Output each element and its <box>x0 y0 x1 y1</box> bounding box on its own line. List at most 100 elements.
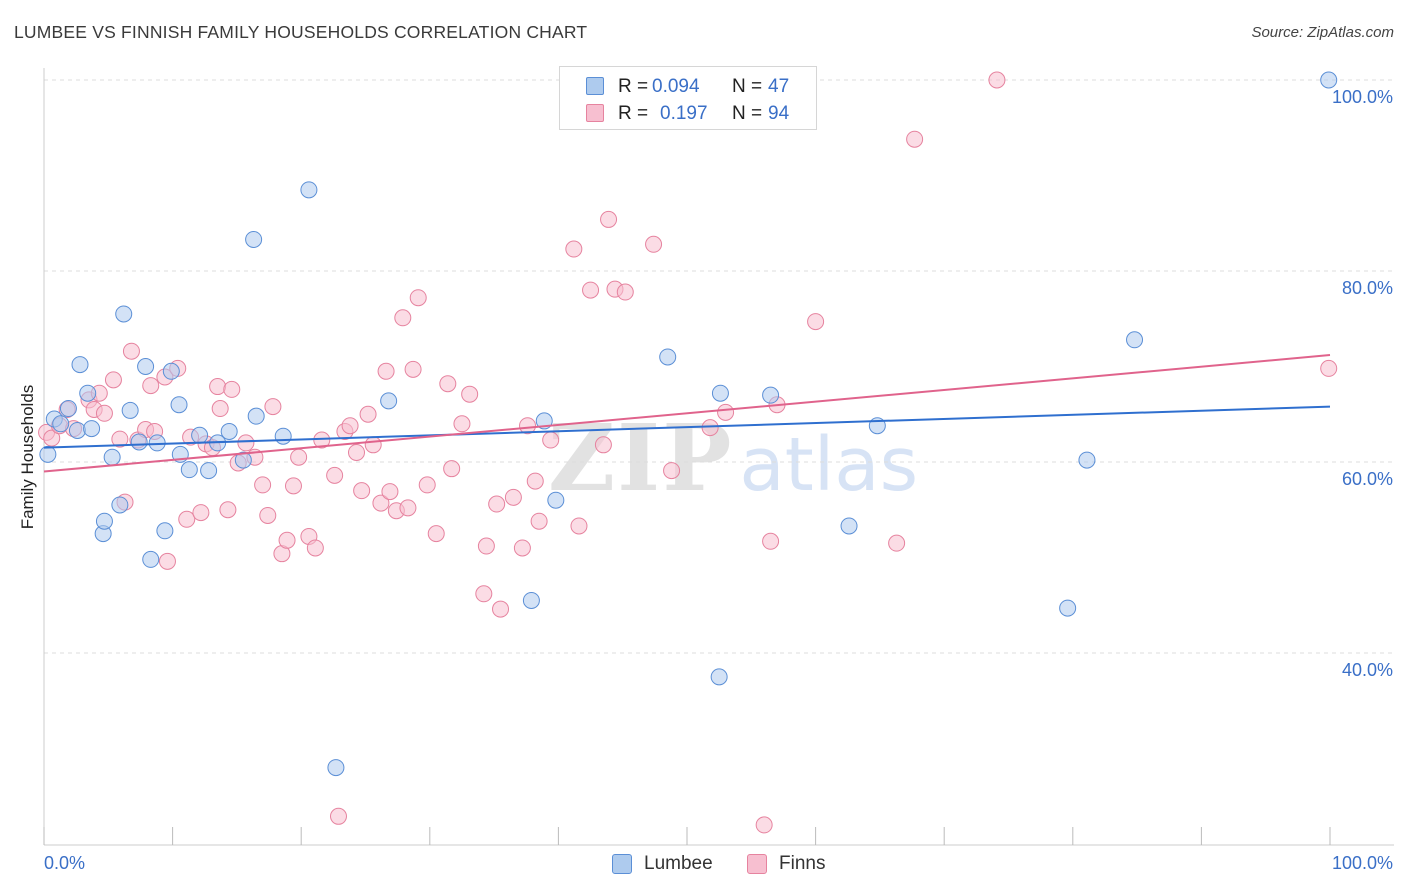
finns-point <box>264 398 282 416</box>
finns-point <box>475 585 493 603</box>
lumbee-point <box>711 384 729 402</box>
series-legend: Lumbee Finns <box>0 852 1406 876</box>
legend-r-value: 0.094 <box>652 76 700 97</box>
finns-point <box>453 415 471 433</box>
finns-point <box>755 816 773 834</box>
lumbee-point <box>191 426 209 444</box>
lumbee-point <box>659 348 677 366</box>
finns-point <box>211 400 229 418</box>
y-tick-label: 100.0% <box>1332 87 1393 107</box>
legend-r-label: R = <box>618 103 649 124</box>
finns-point <box>807 313 825 331</box>
finns-point <box>341 417 359 435</box>
lumbee-point <box>762 386 780 404</box>
chart-title: LUMBEE VS FINNISH FAMILY HOUSEHOLDS CORR… <box>14 22 588 42</box>
lumbee-point <box>170 396 188 414</box>
finns-point <box>381 483 399 501</box>
lumbee-point <box>547 491 565 509</box>
finns-swatch <box>747 854 767 874</box>
legend-n-value: 47 <box>768 76 790 97</box>
finns-point <box>353 482 371 500</box>
finns-point <box>717 403 735 421</box>
finns-point <box>616 283 634 301</box>
finns-point <box>492 600 510 618</box>
lumbee-point <box>71 356 89 374</box>
finns-point <box>95 404 113 422</box>
y-tick-label: 80.0% <box>1342 278 1393 298</box>
correlation-legend: R = 0.094 N = 47 R = 0.197 N = 94 <box>559 66 817 130</box>
finns-point <box>306 539 324 557</box>
lumbee-point <box>220 422 238 440</box>
lumbee-point <box>68 421 86 439</box>
legend-r-label: R = <box>618 76 649 97</box>
finns-point <box>122 342 140 360</box>
finns-point <box>372 494 390 512</box>
lumbee-point <box>95 512 113 530</box>
finns-point <box>988 71 1006 89</box>
lumbee-point <box>1059 599 1077 617</box>
finns-point <box>377 362 395 380</box>
finns-point <box>888 534 906 552</box>
finns-point <box>542 431 560 449</box>
finns-point <box>142 377 160 395</box>
legend-label-lumbee: Lumbee <box>644 853 713 874</box>
finns-point <box>364 436 382 454</box>
lumbee-point <box>274 427 292 445</box>
lumbee-point <box>52 415 70 433</box>
finns-point <box>461 385 479 403</box>
legend-n-label: N = <box>732 76 763 97</box>
lumbee-point <box>180 461 198 479</box>
finns-point <box>504 488 522 506</box>
finns-point <box>329 807 347 825</box>
finns-point <box>570 517 588 535</box>
finns-point <box>488 495 506 513</box>
lumbee-point <box>156 522 174 540</box>
finns-point <box>104 371 122 389</box>
finns-point <box>192 504 210 522</box>
finns-point <box>399 499 417 517</box>
finns-point <box>530 512 548 530</box>
finns-point <box>178 510 196 528</box>
legend-r-value: 0.197 <box>660 103 708 124</box>
finns-point <box>326 466 344 484</box>
lumbee-point <box>327 759 345 777</box>
lumbee-swatch <box>612 854 632 874</box>
finns-point <box>254 476 272 494</box>
lumbee-point <box>840 517 858 535</box>
finns-point <box>645 235 663 253</box>
finns-point <box>418 476 436 494</box>
finns-point <box>427 525 445 543</box>
finns-point <box>111 430 129 448</box>
legend-n-value: 94 <box>768 103 790 124</box>
lumbee-point <box>300 181 318 199</box>
finns-point <box>477 537 495 555</box>
lumbee-point <box>111 496 129 514</box>
finns-point <box>443 460 461 478</box>
finns-point <box>404 360 422 378</box>
lumbee-point <box>59 400 77 418</box>
finns-point <box>600 210 618 228</box>
finns-point <box>1320 359 1338 377</box>
finns-point <box>290 448 308 466</box>
lumbee-point <box>79 384 97 402</box>
finns-point <box>284 477 302 495</box>
finns-point <box>223 380 241 398</box>
lumbee-point <box>247 407 265 425</box>
lumbee-point <box>234 451 252 469</box>
lumbee-point <box>130 433 148 451</box>
legend-n-label: N = <box>732 103 763 124</box>
finns-point <box>209 378 227 396</box>
lumbee-point <box>522 591 540 609</box>
finns-point <box>526 472 544 490</box>
y-tick-label: 40.0% <box>1342 660 1393 680</box>
finns-point <box>347 443 365 461</box>
lumbee-point <box>1320 71 1338 89</box>
finns-point <box>409 289 427 307</box>
finns-point <box>565 240 583 258</box>
lumbee-point <box>39 445 57 463</box>
lumbee-point <box>1078 451 1096 469</box>
x-tick-label: 100.0% <box>1332 853 1393 873</box>
lumbee-point <box>121 401 139 419</box>
lumbee-point <box>103 448 121 466</box>
